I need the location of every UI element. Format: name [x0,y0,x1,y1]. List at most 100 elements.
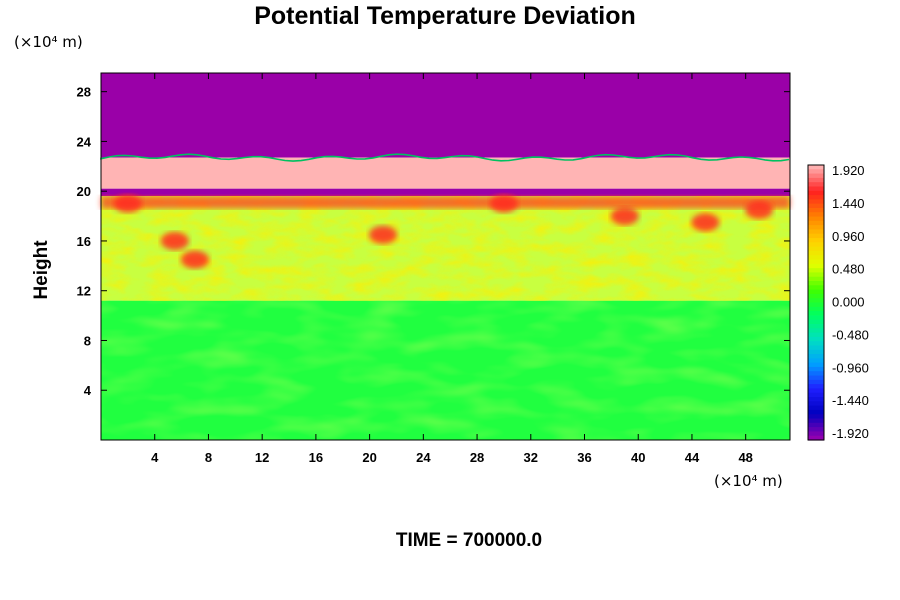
y-tick-label: 24 [77,134,92,149]
colorbar-segment [808,397,824,402]
colorbar-segment [808,336,824,342]
y-axis-unit: (×10⁴ m) [14,33,83,51]
colorbar-segment [808,203,824,209]
colorbar-segment [808,358,824,364]
warm-band-edge [100,153,790,162]
chart-title: Potential Temperature Deviation [254,2,636,30]
x-tick-label: 40 [631,450,645,465]
x-tick-label: 28 [470,450,484,465]
colorbar-segment [808,229,824,235]
colorbar-segment [808,289,824,295]
colorbar-segment [808,354,824,359]
colorbar-segment [808,427,824,433]
warm-patch-1 [181,250,210,269]
x-axis-unit: (×10⁴ m) [714,472,783,490]
colorbar-segment [808,169,824,175]
colorbar-segment [808,298,824,304]
colorbar-segment [808,349,824,355]
colorbar-label: 1.920 [832,163,865,178]
warm-patch-2 [369,225,398,244]
y-tick-label: 16 [77,234,91,249]
colorbar-segment [808,311,824,316]
lower-layer-texture [101,300,790,440]
colorbar-segment [808,177,824,183]
colorbar-segment [808,379,824,385]
colorbar-segment [808,366,824,372]
layer-band-2 [101,188,790,197]
colorbar-segment [808,190,824,196]
colorbar-segment [808,276,824,282]
y-tick-label: 20 [77,184,91,199]
colorbar-segment [808,392,824,398]
y-tick-label: 28 [77,85,91,100]
colorbar-segment [808,246,824,252]
warm-patch-7 [489,194,518,213]
warm-patch-6 [113,194,142,213]
colorbar-label: 0.960 [832,229,865,244]
colorbar-segment [808,165,824,170]
colorbar-segment [808,405,824,411]
layer-band-0 [101,73,790,158]
colorbar-frame [807,164,825,441]
colorbar-segment [808,250,824,256]
colorbar-label: -0.960 [832,360,869,375]
warm-strip [101,196,790,209]
colorbar-segment [808,315,824,321]
y-tick-label: 4 [84,383,92,398]
colorbar-segment [808,418,824,424]
colorbar-segment [808,401,824,407]
colorbar-segment [808,263,824,269]
x-tick-label: 12 [255,450,269,465]
colorbar: 1.920 1.440 0.960 0.480 0.000 -0.480 -0.960 -1.… [807,163,869,441]
x-tick-label: 20 [362,450,376,465]
x-tick-label: 4 [151,450,159,465]
colorbar-segment [808,323,824,329]
colorbar-label: -1.920 [832,426,869,441]
colorbar-segment [808,371,824,377]
colorbar-segment [808,341,824,347]
y-tick-label: 12 [77,284,91,299]
x-tick-label: 48 [738,450,752,465]
colorbar-segment [808,212,824,218]
x-tick-label: 8 [205,450,212,465]
colorbar-segment [808,362,824,368]
colorbar-segment [808,242,824,248]
colorbar-segment [808,182,824,188]
colorbar-label: 0.000 [832,295,865,310]
colorbar-label: -0.480 [832,327,869,342]
x-tick-label: 44 [685,450,700,465]
colorbar-segment [808,431,824,437]
colorbar-segment [808,345,824,351]
colorbar-segment [808,293,824,299]
colorbar-segment [808,306,824,312]
colorbar-segment [808,422,824,428]
colorbar-segment [808,328,824,334]
layer-band-1 [101,157,790,189]
colorbar-segment [808,409,824,415]
mixed-layer-texture [101,196,790,301]
colorbar-segment [808,220,824,226]
x-tick-label: 32 [524,450,538,465]
colorbar-segment [808,173,824,179]
colorbar-segment [808,272,824,278]
colorbar-segment [808,414,824,420]
colorbar-segment [808,384,824,390]
colorbar-segment [808,259,824,265]
x-tick-label: 36 [577,450,591,465]
colorbar-segment [808,195,824,200]
colorbar-label: -1.440 [832,393,869,408]
colorbar-segment [808,186,824,192]
colorbar-segment [808,375,824,381]
y-tick-label: 8 [84,333,91,348]
colorbar-segment [808,199,824,205]
colorbar-segment [808,302,824,308]
colorbar-segment [808,319,824,325]
warm-patch-3 [610,207,639,226]
plot-frame [100,72,791,441]
x-tick-label: 16 [309,450,323,465]
colorbar-segment [808,388,824,394]
colorbar-segment [808,332,824,338]
warm-patch-4 [691,213,720,232]
